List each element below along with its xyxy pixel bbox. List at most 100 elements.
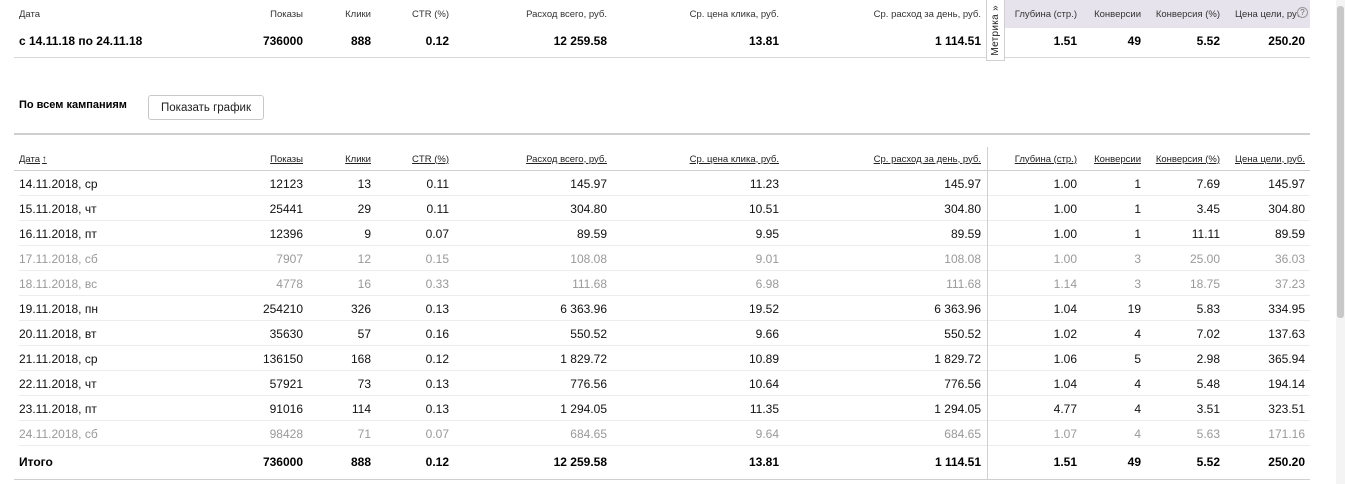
table-row: 23.11.2018, пт 91016 114 0.13 1 294.05 11.35 1… [0,396,1310,421]
cell-spend: 550.52 [570,326,607,341]
summary-period: с 14.11.18 по 24.11.18 [19,34,143,48]
summary-avg-daily-spend: 1 114.51 [934,34,981,48]
detail-header-date[interactable]: Дата ↑ [19,147,249,171]
cell-conversion-rate: 2.98 [1196,351,1220,366]
summary-header-avg-daily-spend: Ср. расход за день, руб. [873,8,981,20]
cell-clicks: 29 [357,201,371,216]
scrollbar-thumb[interactable] [1337,6,1344,318]
metrika-column-separator [987,147,988,479]
detail-header-avg-cpc[interactable]: Ср. цена клика, руб. [615,147,779,171]
cell-conversions: 4 [1134,376,1141,391]
cell-clicks: 73 [357,376,371,391]
cell-clicks: 12 [357,251,371,266]
row-divider [19,270,1310,271]
cell-impressions: 254210 [262,301,303,316]
detail-header-impressions[interactable]: Показы [250,147,303,171]
cell-avg-cpc: 9.95 [755,226,779,241]
cell-impressions: 136150 [262,351,303,366]
detail-header-conversion-rate-label: Конверсия (%) [1155,153,1220,165]
cell-avg-cpc: 19.52 [748,301,779,316]
detail-header-date-label: Дата [19,153,41,165]
row-divider [19,345,1310,346]
summary-conversions: 49 [1127,34,1141,48]
cell-date: 19.11.2018, пн [19,301,98,316]
detail-header-conversion-rate[interactable]: Конверсия (%) [1148,147,1220,171]
cell-date: 21.11.2018, ср [19,351,98,366]
cell-ctr: 0.07 [425,226,449,241]
cell-avg-cpc: 11.23 [749,176,779,191]
cell-avg-daily-spend: 550.52 [944,326,981,341]
cell-date: 22.11.2018, чт [19,376,97,391]
summary-header-date: Дата [19,8,41,20]
metrika-toggle-tab[interactable]: Метрика » [986,0,1005,61]
cell-conversions: 4 [1134,401,1141,416]
total-avg-cpc: 13.81 [748,454,779,469]
total-row: Итого 736000 888 0.12 12 259.58 13.81 1 … [0,449,1310,474]
cell-conversion-rate: 5.48 [1196,376,1220,391]
cell-depth: 1.04 [1053,301,1077,316]
table-row: 16.11.2018, пт 12396 9 0.07 89.59 9.95 89.59 1.… [0,221,1310,246]
cell-clicks: 16 [357,276,371,291]
cell-conversion-rate: 7.69 [1196,176,1220,191]
detail-header-goal-cost[interactable]: Цена цели, руб. [1226,147,1305,171]
cell-spend: 776.56 [570,376,607,391]
cell-goal-cost: 171.16 [1268,426,1305,441]
cell-conversions: 1 [1134,226,1141,241]
detail-header-avg-daily-spend-label: Ср. расход за день, руб. [873,153,981,165]
cell-depth: 1.02 [1053,326,1077,341]
vertical-scrollbar[interactable] [1336,0,1345,484]
summary-spend: 12 259.58 [553,34,607,48]
cell-impressions: 12396 [269,226,303,241]
cell-avg-cpc: 10.89 [748,351,779,366]
summary-conversion-rate: 5.52 [1196,34,1220,48]
cell-goal-cost: 89.59 [1274,226,1305,241]
show-chart-button[interactable]: Показать график [148,95,264,120]
cell-ctr: 0.11 [426,201,449,216]
detail-header-avg-cpc-label: Ср. цена клика, руб. [689,153,779,165]
cell-goal-cost: 137.63 [1268,326,1305,341]
sort-arrow-icon: ↑ [42,153,47,165]
info-icon[interactable]: ? [1297,7,1308,18]
cell-spend: 89.59 [576,226,607,241]
cell-avg-daily-spend: 145.97 [944,176,981,191]
detail-header-conversions[interactable]: Конверсии [1085,147,1141,171]
detail-header-ctr[interactable]: CTR (%) [380,147,449,171]
cell-conversions: 4 [1134,426,1141,441]
summary-header-goal-cost: Цена цели, руб. [1234,8,1305,20]
cell-avg-daily-spend: 111.68 [946,276,981,291]
row-divider [19,195,1310,196]
cell-clicks: 9 [364,226,371,241]
cell-conversion-rate: 5.83 [1196,301,1220,316]
detail-header-clicks[interactable]: Клики [310,147,371,171]
detail-header-ctr-label: CTR (%) [412,153,449,165]
cell-impressions: 35630 [269,326,303,341]
summary-header-clicks: Клики [345,8,371,20]
table-row: 17.11.2018, сб 7907 12 0.15 108.08 9.01 108.08… [0,246,1310,271]
summary-ctr: 0.12 [425,34,449,48]
detail-header-conversions-label: Конверсии [1094,153,1141,165]
detail-header-divider [14,170,1310,171]
detail-header-depth[interactable]: Глубина (стр.) [1005,147,1077,171]
row-divider [19,370,1310,371]
cell-clicks: 114 [351,401,371,416]
cell-conversion-rate: 25.00 [1189,251,1220,266]
detail-header-spend[interactable]: Расход всего, руб. [460,147,607,171]
total-depth: 1.51 [1053,454,1077,469]
detail-header-avg-daily-spend[interactable]: Ср. расход за день, руб. [790,147,981,171]
row-divider [19,395,1310,396]
cell-conversions: 1 [1134,201,1141,216]
cell-conversions: 3 [1134,276,1141,291]
cell-goal-cost: 304.80 [1268,201,1305,216]
row-divider [19,295,1310,296]
cell-depth: 1.14 [1053,276,1077,291]
cell-date: 14.11.2018, ср [19,176,98,191]
cell-depth: 1.07 [1053,426,1077,441]
cell-conversion-rate: 3.51 [1196,401,1220,416]
cell-conversion-rate: 7.02 [1196,326,1220,341]
row-divider [19,320,1310,321]
cell-avg-daily-spend: 304.80 [944,201,981,216]
cell-date: 23.11.2018, пт [19,401,97,416]
total-avg-daily-spend: 1 114.51 [934,454,981,469]
cell-conversion-rate: 18.75 [1189,276,1220,291]
cell-avg-daily-spend: 776.56 [944,376,981,391]
